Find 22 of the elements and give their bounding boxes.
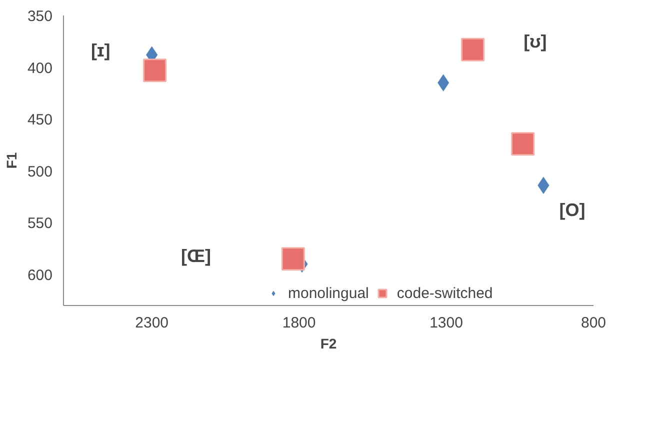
x-tick-label: 1300	[430, 314, 463, 332]
x-tick-label: 800	[580, 314, 606, 332]
y-tick-label: 550	[27, 215, 53, 232]
point	[461, 38, 485, 62]
y-tick-label: 350	[27, 8, 53, 25]
annotation: [ɪ]	[90, 40, 110, 60]
y-tick-label: 500	[27, 163, 53, 180]
point	[281, 247, 305, 271]
legend-label: code-switched	[396, 284, 493, 302]
y-tick-label: 450	[27, 112, 53, 129]
x-tick-label: 1800	[282, 314, 316, 332]
annotation: [O]	[559, 200, 586, 220]
y-tick-label: 600	[27, 266, 53, 284]
point	[143, 58, 167, 82]
x-tick-label: 2300	[135, 314, 169, 332]
annotation: [ʊ]	[524, 32, 547, 52]
y-tick-label: 400	[27, 60, 53, 77]
legend-label: monolingual	[288, 284, 369, 302]
point	[511, 132, 535, 156]
annotation: [Œ]	[181, 246, 212, 266]
x-axis-title: F2	[320, 336, 337, 352]
y-axis-title: F1	[3, 152, 20, 169]
